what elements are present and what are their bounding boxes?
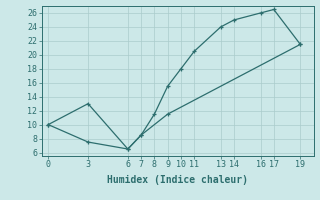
X-axis label: Humidex (Indice chaleur): Humidex (Indice chaleur) xyxy=(107,175,248,185)
